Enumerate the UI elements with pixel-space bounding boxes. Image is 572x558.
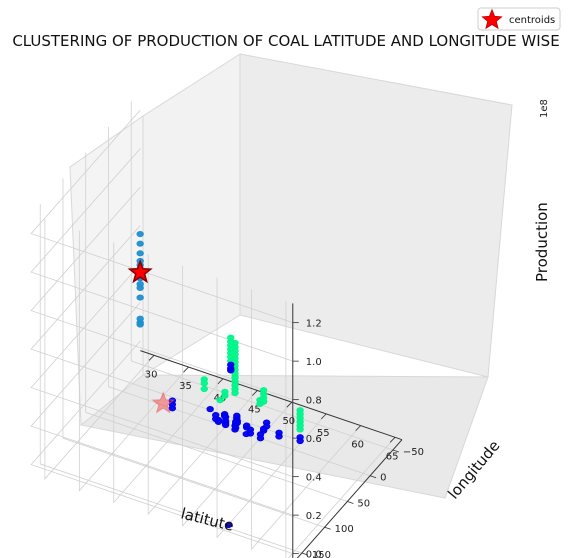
- x-tick-mark: [184, 367, 189, 372]
- z-axis-label: Production: [533, 202, 551, 282]
- x-tick-label: 35: [179, 381, 192, 392]
- z-tick-label: 0.6: [306, 434, 322, 445]
- data-point-low: [297, 438, 303, 443]
- data-point-low: [222, 422, 228, 427]
- chart-title: CLUSTERING OF PRODUCTION OF COAL LATITUD…: [12, 32, 559, 50]
- data-point-high: [137, 231, 143, 236]
- legend-label-centroids: centroids: [509, 15, 555, 26]
- x-tick-label: 30: [145, 369, 158, 380]
- data-point-high: [137, 285, 143, 290]
- z-tick-label: 0.0: [306, 550, 322, 558]
- z-tick-label: 0.2: [306, 511, 322, 522]
- x-axis-label: latitute: [179, 504, 236, 535]
- data-point-high: [137, 322, 143, 327]
- data-point-mid: [297, 427, 303, 432]
- data-point-mid: [217, 398, 223, 403]
- y-tick-mark: [347, 501, 353, 503]
- data-point-low: [257, 436, 263, 441]
- data-point-low: [247, 431, 253, 436]
- y-tick-label: 100: [335, 524, 354, 535]
- data-point-mid: [257, 401, 263, 406]
- data-point-low: [169, 406, 175, 411]
- data-point-low: [215, 419, 221, 424]
- y-tick-label: 50: [357, 498, 370, 509]
- data-point-high: [137, 241, 143, 246]
- data-point-low: [263, 424, 269, 429]
- data-point-mid: [201, 386, 207, 391]
- data-point-mid: [201, 381, 207, 386]
- data-point-high: [137, 295, 143, 300]
- z-offset-text: 1e8: [539, 99, 550, 118]
- data-point-low: [221, 413, 227, 418]
- y-tick-label: 0: [380, 473, 386, 484]
- x-tick-label: 50: [282, 416, 295, 427]
- floor-pane: [81, 375, 488, 498]
- data-point-mid: [232, 390, 238, 395]
- x-tick-label: 60: [351, 440, 364, 451]
- right-pane-wall: [240, 54, 512, 377]
- y-tick-mark: [325, 527, 331, 529]
- data-point-low: [228, 368, 234, 373]
- data-point-high: [137, 251, 143, 256]
- data-point-low: [207, 407, 213, 412]
- z-tick-label: 1.2: [306, 319, 322, 330]
- x-tick-label: 65: [386, 451, 399, 462]
- z-tick-label: 0.4: [306, 473, 322, 484]
- y-tick-label: −50: [403, 447, 424, 458]
- data-point-low: [232, 427, 238, 432]
- legend: centroids: [478, 8, 560, 30]
- data-point-mid: [222, 393, 228, 398]
- z-tick-label: 1.0: [306, 357, 322, 368]
- data-point-low: [276, 434, 282, 439]
- z-tick-label: 0.8: [306, 396, 322, 407]
